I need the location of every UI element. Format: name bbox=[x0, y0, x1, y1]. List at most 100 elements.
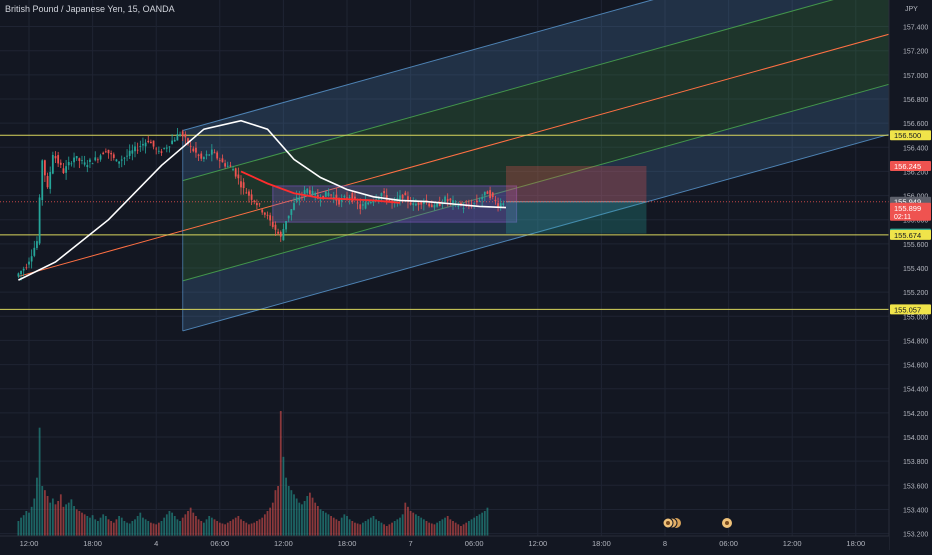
time-tick-label: 12:00 bbox=[528, 539, 547, 548]
volume-bar bbox=[354, 522, 356, 536]
volume-bar bbox=[412, 512, 415, 536]
volume-bar bbox=[335, 519, 338, 536]
candle-body bbox=[436, 203, 438, 207]
candle-body bbox=[102, 152, 105, 155]
volume-bar bbox=[420, 517, 423, 536]
candle-body bbox=[160, 151, 163, 153]
candle-body bbox=[330, 194, 332, 196]
candle-body bbox=[346, 197, 348, 199]
candle-body bbox=[38, 197, 41, 244]
volume-bar bbox=[136, 516, 139, 536]
price-tags: 156.245155.949155.89902:11155.685155.674… bbox=[890, 130, 931, 315]
volume-bar bbox=[375, 519, 378, 536]
price-tick-label: 154.000 bbox=[903, 435, 928, 442]
candle-body bbox=[332, 196, 335, 199]
volume-bar bbox=[457, 524, 460, 536]
volume-bar bbox=[298, 502, 301, 536]
candle-body bbox=[155, 148, 158, 150]
volume-bar bbox=[343, 514, 346, 536]
candle-body bbox=[200, 153, 203, 159]
candle-body bbox=[128, 150, 131, 156]
price-tick-label: 154.600 bbox=[903, 363, 928, 370]
volume-bar bbox=[147, 521, 150, 536]
candle-body bbox=[269, 215, 272, 221]
candle-body bbox=[168, 146, 171, 148]
volume-bar bbox=[110, 521, 113, 536]
volume-bar bbox=[446, 516, 449, 536]
volume-bar bbox=[218, 522, 221, 536]
short-position-tool[interactable] bbox=[506, 165, 647, 234]
volume-bar bbox=[393, 521, 396, 536]
price-tick-label: 155.200 bbox=[903, 290, 928, 297]
volume-bar bbox=[86, 516, 89, 536]
candle-body bbox=[240, 181, 242, 188]
price-tick-label: 154.200 bbox=[903, 411, 928, 418]
volume-bar bbox=[332, 517, 335, 536]
economic-events[interactable] bbox=[662, 517, 732, 529]
candle-body bbox=[70, 163, 73, 165]
volume-bar bbox=[99, 517, 102, 536]
price-tick-label: 153.600 bbox=[903, 483, 928, 490]
pitchfork-median-line bbox=[18, 21, 932, 277]
candle-body bbox=[57, 155, 60, 164]
candle-body bbox=[449, 198, 452, 201]
volume-bar bbox=[250, 523, 253, 536]
candle-body bbox=[282, 229, 285, 241]
volume-bar bbox=[468, 521, 470, 536]
candle-body bbox=[475, 200, 478, 203]
volume-bar bbox=[152, 523, 155, 536]
take-profit-zone bbox=[506, 201, 647, 234]
volume-bar bbox=[134, 519, 136, 536]
candle-body bbox=[197, 154, 200, 156]
volume-bar bbox=[404, 502, 407, 536]
volume-bar bbox=[460, 526, 462, 536]
time-tick-label: 7 bbox=[409, 539, 413, 548]
candle-body bbox=[62, 168, 65, 174]
time-tick-label: 06:00 bbox=[465, 539, 484, 548]
volume-bar bbox=[277, 486, 279, 536]
candle-body bbox=[491, 192, 494, 198]
candle-body bbox=[261, 209, 264, 213]
candle-body bbox=[359, 204, 362, 209]
candle-body bbox=[309, 190, 311, 195]
volume-bar bbox=[428, 522, 431, 536]
candle-body bbox=[81, 160, 83, 161]
volume-bar bbox=[385, 526, 388, 536]
volume-bar bbox=[176, 519, 179, 536]
volume-bar bbox=[364, 521, 367, 536]
volume-bar bbox=[261, 517, 264, 536]
symbol-title[interactable]: British Pound / Japanese Yen, 15, OANDA bbox=[5, 4, 175, 14]
time-axis-panel[interactable] bbox=[0, 536, 889, 550]
candle-body bbox=[94, 157, 97, 161]
price-tick-label: 153.400 bbox=[903, 507, 928, 514]
volume-bar bbox=[324, 512, 327, 536]
price-tick-label: 157.400 bbox=[903, 25, 928, 32]
volume-bar bbox=[205, 519, 208, 536]
channel-line bbox=[182, 0, 654, 132]
price-axis-panel[interactable] bbox=[889, 0, 932, 550]
volume-bar bbox=[200, 521, 203, 536]
volume-bar bbox=[163, 517, 166, 536]
volume-bar bbox=[232, 519, 234, 536]
candle-body bbox=[367, 202, 370, 205]
volume-bar bbox=[391, 522, 393, 536]
candle-body bbox=[415, 203, 417, 206]
candle-body bbox=[362, 204, 364, 206]
candle-body bbox=[104, 151, 107, 153]
volume-bar bbox=[351, 521, 354, 536]
volume-bar bbox=[44, 490, 46, 536]
volume-bar bbox=[208, 516, 211, 536]
candlesticks bbox=[17, 127, 505, 281]
candle-body bbox=[401, 194, 404, 199]
volume-bar bbox=[279, 411, 282, 536]
volume-bar bbox=[73, 506, 75, 536]
candle-body bbox=[383, 191, 385, 194]
candle-body bbox=[473, 202, 476, 204]
candle-body bbox=[131, 150, 134, 154]
volume-bar bbox=[465, 522, 468, 536]
candle-body bbox=[86, 165, 89, 168]
volume-bar bbox=[359, 524, 362, 536]
